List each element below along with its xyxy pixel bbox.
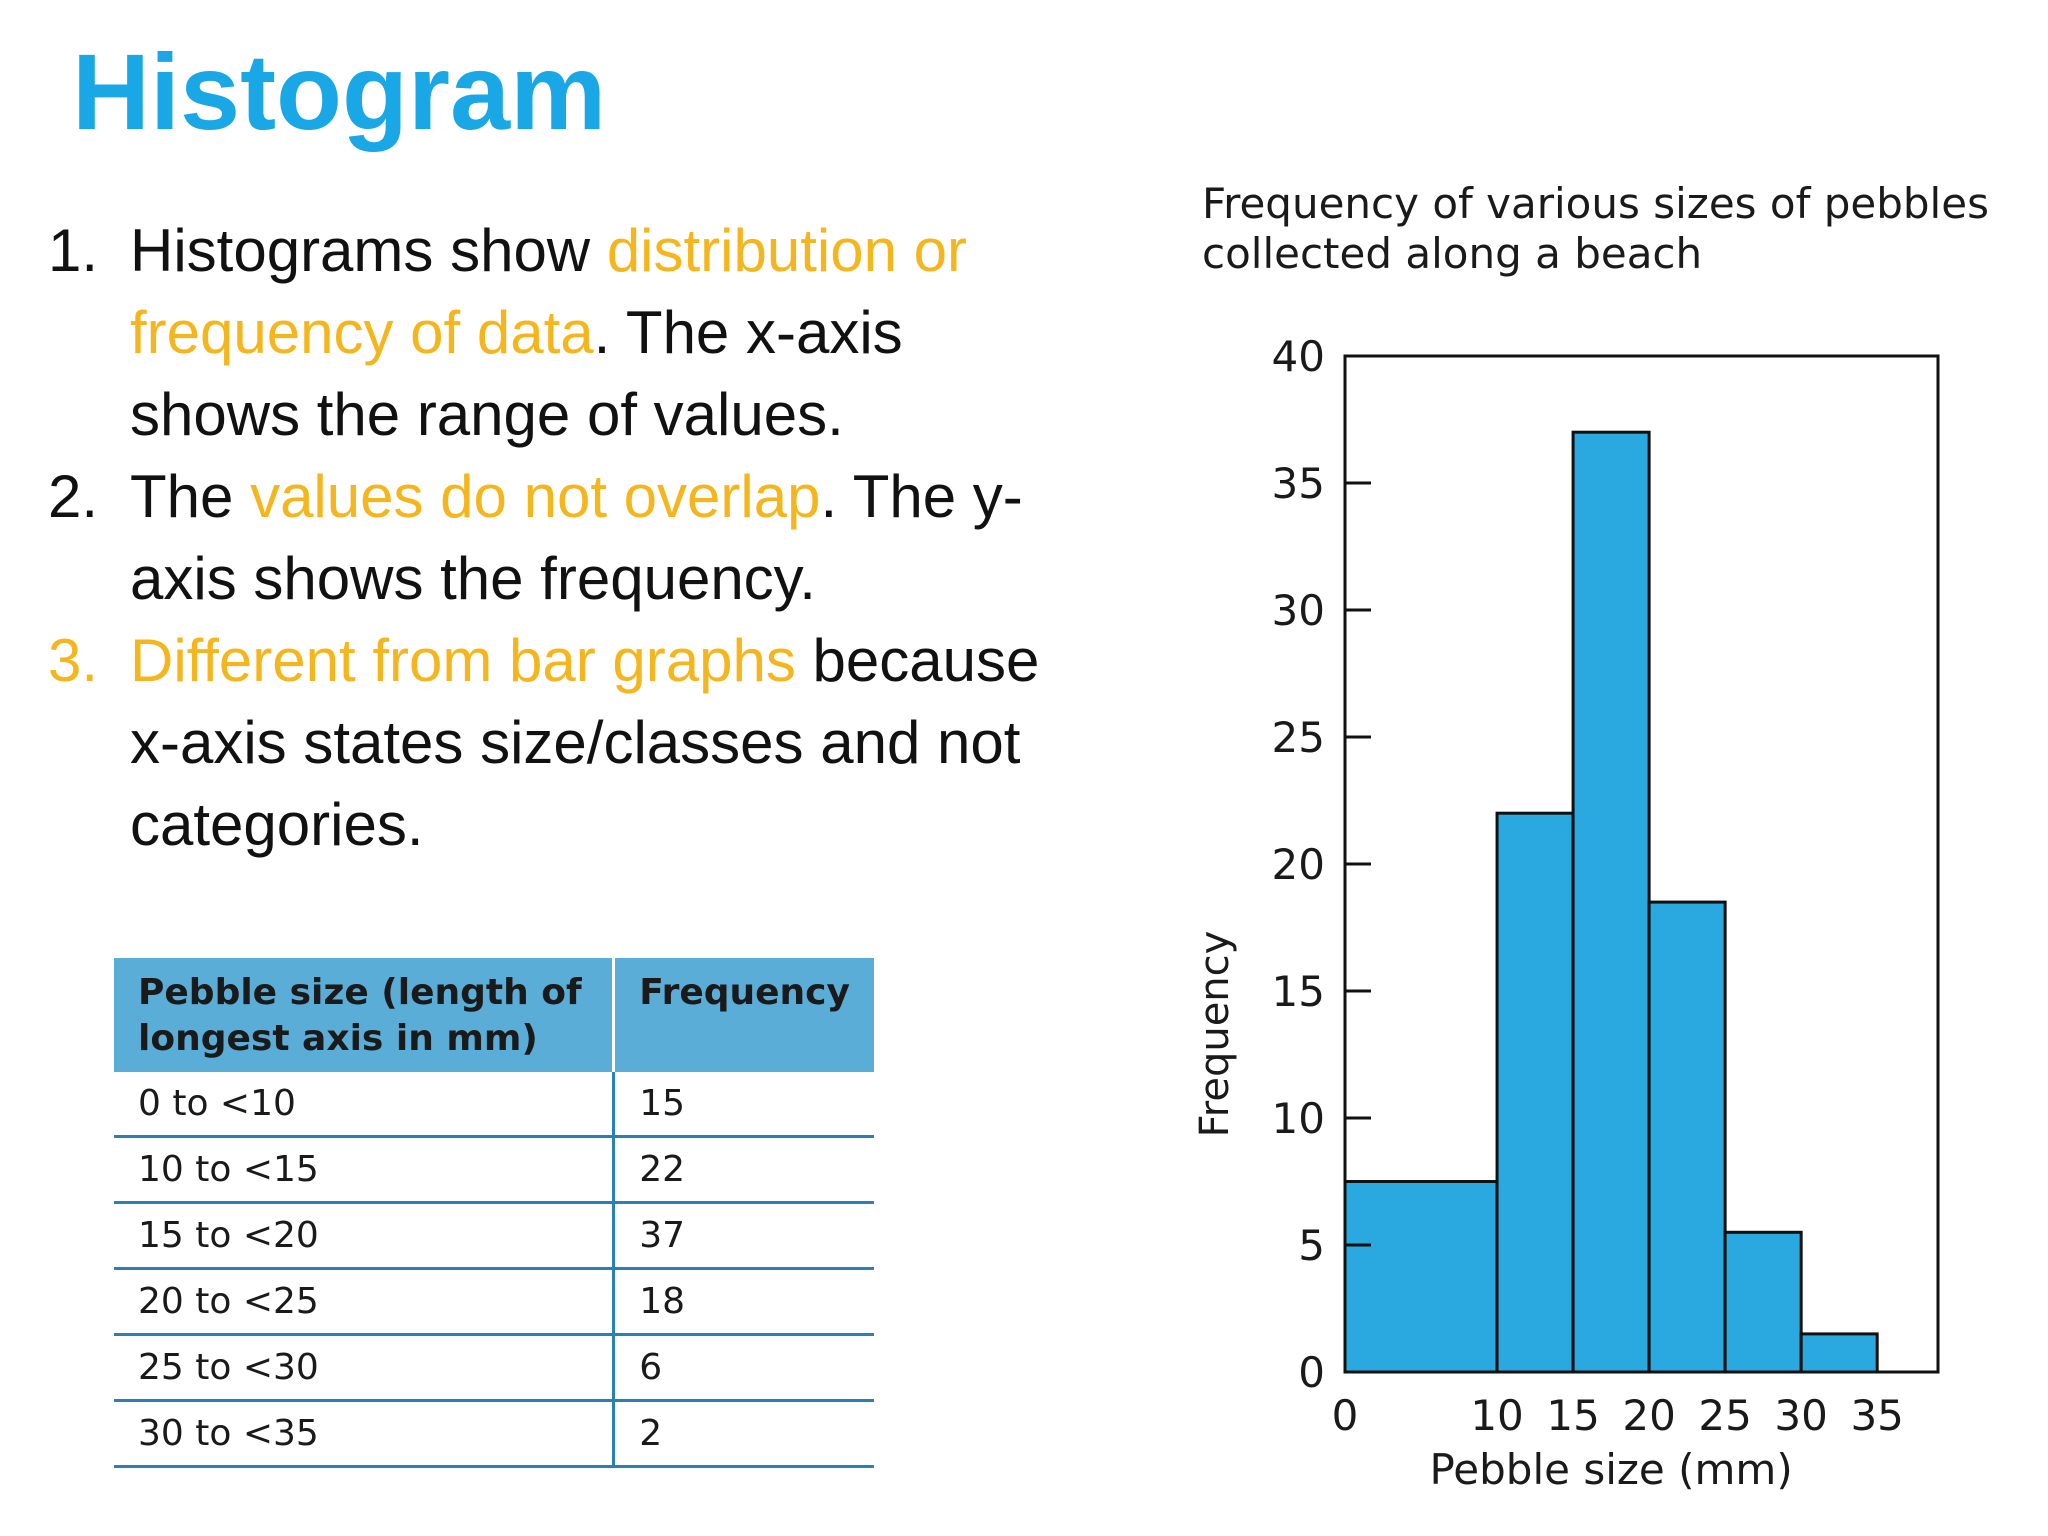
y-tick-label: 15: [1272, 967, 1325, 1016]
table-row: 20 to <25 18: [114, 1268, 874, 1336]
table-header-row: Pebble size (length of longest axis in m…: [114, 958, 874, 1072]
table-row: 25 to <30 6: [114, 1334, 874, 1402]
y-tick-label: 25: [1272, 713, 1325, 762]
bullet-number: 3.: [48, 627, 99, 694]
y-ticks-group: 0 5 10 15 20 25 30 35 40: [1272, 332, 1371, 1397]
bullet-highlight: Different from bar graphs: [130, 627, 796, 694]
bullet-list: 1. Histograms show distribution or frequ…: [48, 210, 1078, 866]
chart-title-line-1: Frequency of various sizes of pebbles: [1202, 179, 1989, 228]
bullet-text: Histograms show distribution or frequenc…: [130, 210, 1078, 456]
bullet-text-part: . The x-axis shows the range of values.: [130, 299, 903, 448]
bullet-text-part: because x-axis states size/classes and n…: [130, 627, 1040, 858]
table-cell-size: 15 to <20: [114, 1202, 616, 1270]
table-cell-frequency: 18: [613, 1268, 874, 1336]
x-tick-label: 25: [1698, 1391, 1751, 1440]
y-axis-label: Frequency: [1192, 931, 1238, 1138]
histogram-bar-3: [1571, 430, 1651, 1374]
y-tick-label: 0: [1298, 1348, 1325, 1397]
y-tick-label: 40: [1272, 332, 1325, 381]
table-header-pebble-size: Pebble size (length of longest axis in m…: [114, 958, 616, 1072]
y-tick-label: 30: [1272, 586, 1325, 635]
x-tick-label: 10: [1470, 1391, 1523, 1440]
table-row: 30 to <35 2: [114, 1400, 874, 1468]
y-tick-label: 20: [1272, 840, 1325, 889]
table-cell-size: 25 to <30: [114, 1334, 616, 1402]
plot-frame: [1343, 354, 1940, 1374]
table-cell-size: 0 to <10: [114, 1072, 616, 1138]
table-cell-frequency: 6: [613, 1334, 874, 1402]
histogram-bar-5: [1723, 1230, 1803, 1374]
table-cell-size: 30 to <35: [114, 1400, 616, 1468]
bullet-number: 2.: [48, 463, 99, 530]
frequency-table: Pebble size (length of longest axis in m…: [114, 958, 874, 1468]
histogram-bar-1: [1343, 1180, 1499, 1374]
histogram-chart: Frequency of various sizes of pebbles co…: [1192, 179, 1989, 1494]
x-axis-label: Pebble size (mm): [1429, 1445, 1792, 1494]
slide-title: Histogram: [72, 31, 607, 152]
bullet-text-part: The: [130, 463, 251, 530]
bullet-2: 2. The values do not overlap. The y-axis…: [48, 456, 1078, 620]
histogram-bar-4: [1647, 900, 1727, 1374]
bars-group: [1343, 430, 1879, 1374]
x-ticks-group: 0 10 15 20 25 30 35: [1332, 1391, 1904, 1440]
bullet-text-part: . The y-axis shows the frequency.: [130, 463, 1023, 612]
x-tick-label: 0: [1332, 1391, 1359, 1440]
table-cell-frequency: 22: [613, 1136, 874, 1204]
histogram-bar-6: [1799, 1332, 1879, 1374]
bullet-text: Different from bar graphs because x-axis…: [130, 620, 1078, 866]
table-header-frequency: Frequency: [613, 958, 874, 1072]
table-cell-frequency: 2: [613, 1400, 874, 1468]
table-row: 10 to <15 22: [114, 1136, 874, 1204]
bullet-1: 1. Histograms show distribution or frequ…: [48, 210, 1078, 456]
table-cell-frequency: 37: [613, 1202, 874, 1270]
table-cell-size: 20 to <25: [114, 1268, 616, 1336]
x-tick-label: 15: [1546, 1391, 1599, 1440]
chart-title-line-2: collected along a beach: [1202, 229, 1702, 278]
y-tick-label: 5: [1298, 1221, 1325, 1270]
x-tick-label: 20: [1622, 1391, 1675, 1440]
table-cell-frequency: 15: [613, 1072, 874, 1138]
bullet-text: The values do not overlap. The y-axis sh…: [130, 456, 1078, 620]
y-tick-label: 10: [1272, 1094, 1325, 1143]
bullet-number: 1.: [48, 217, 99, 284]
bullet-text-part: Histograms show: [130, 217, 607, 284]
x-tick-label: 30: [1774, 1391, 1827, 1440]
x-tick-label: 35: [1850, 1391, 1903, 1440]
bullet-highlight: values do not overlap: [250, 463, 821, 530]
histogram-bar-2: [1495, 811, 1575, 1374]
bullet-3: 3. Different from bar graphs because x-a…: [48, 620, 1078, 866]
table-row: 0 to <10 15: [114, 1072, 874, 1138]
bullet-highlight: distribution or frequency of data: [130, 217, 967, 366]
table-row: 15 to <20 37: [114, 1202, 874, 1270]
table-cell-size: 10 to <15: [114, 1136, 616, 1204]
y-tick-label: 35: [1272, 459, 1325, 508]
